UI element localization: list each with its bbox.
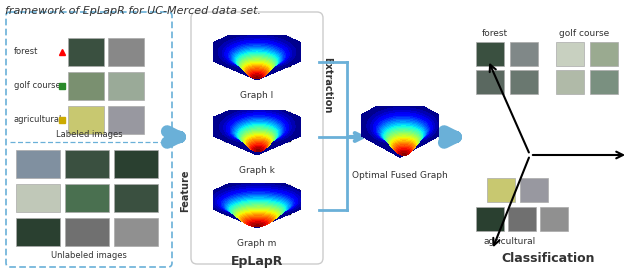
FancyBboxPatch shape [16,184,60,212]
FancyBboxPatch shape [108,106,144,134]
FancyBboxPatch shape [487,178,515,202]
Text: agricultural: agricultural [14,116,62,124]
FancyBboxPatch shape [520,178,548,202]
FancyBboxPatch shape [108,72,144,100]
Text: Graph m: Graph m [237,239,276,248]
Text: forest: forest [482,29,508,38]
Text: framework of EpLapR for UC-Merced data set.: framework of EpLapR for UC-Merced data s… [5,6,261,16]
Text: golf course: golf course [14,81,61,90]
FancyBboxPatch shape [65,150,109,178]
FancyBboxPatch shape [16,150,60,178]
FancyBboxPatch shape [114,184,158,212]
Text: Extraction: Extraction [322,57,332,113]
Text: Graph k: Graph k [239,166,275,175]
Text: Labeled images: Labeled images [56,130,122,139]
FancyBboxPatch shape [590,42,618,66]
FancyBboxPatch shape [508,207,536,231]
Text: Graph l: Graph l [241,91,274,100]
FancyBboxPatch shape [476,207,504,231]
FancyBboxPatch shape [65,218,109,246]
Text: agricultural: agricultural [484,237,536,246]
FancyBboxPatch shape [191,12,323,264]
Text: EpLapR: EpLapR [231,255,283,268]
FancyBboxPatch shape [590,70,618,94]
FancyBboxPatch shape [476,42,504,66]
FancyBboxPatch shape [65,184,109,212]
FancyBboxPatch shape [510,70,538,94]
FancyBboxPatch shape [68,106,104,134]
Text: forest: forest [14,47,38,57]
FancyBboxPatch shape [556,70,584,94]
FancyBboxPatch shape [476,70,504,94]
Text: golf course: golf course [559,29,609,38]
FancyBboxPatch shape [108,38,144,66]
Text: Unlabeled images: Unlabeled images [51,251,127,260]
FancyBboxPatch shape [68,72,104,100]
FancyBboxPatch shape [114,150,158,178]
Text: Feature: Feature [180,170,190,212]
FancyBboxPatch shape [540,207,568,231]
FancyBboxPatch shape [510,42,538,66]
FancyBboxPatch shape [114,218,158,246]
Text: Optimal Fused Graph: Optimal Fused Graph [352,171,448,180]
FancyBboxPatch shape [16,218,60,246]
FancyBboxPatch shape [556,42,584,66]
FancyBboxPatch shape [68,38,104,66]
Text: Classification: Classification [501,252,595,265]
